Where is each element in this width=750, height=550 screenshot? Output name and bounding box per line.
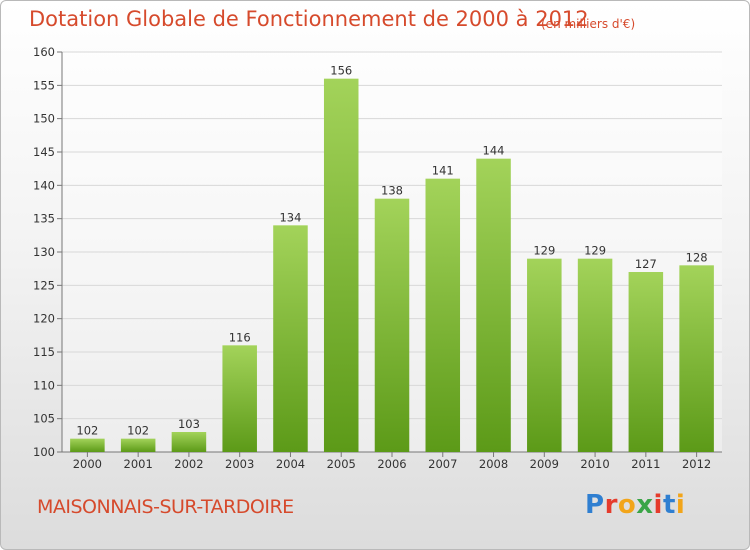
chart-title: Dotation Globale de Fonctionnement de 20… — [29, 7, 589, 31]
x-tick-label: 2012 — [682, 457, 711, 471]
logo-letter: t — [662, 490, 676, 520]
y-tick-label: 145 — [33, 145, 55, 159]
y-tick-label: 160 — [33, 45, 55, 59]
y-tick-label: 120 — [33, 312, 55, 326]
bar[interactable] — [323, 78, 359, 453]
bar-value-label: 102 — [76, 424, 98, 438]
x-tick-label: 2004 — [276, 457, 305, 471]
bar-value-label: 141 — [432, 164, 454, 178]
y-tick-label: 115 — [33, 345, 55, 359]
logo-letter: x — [636, 490, 654, 520]
bar-value-label: 138 — [381, 184, 403, 198]
x-tick-label: 2008 — [479, 457, 508, 471]
bar-value-label: 128 — [686, 250, 708, 264]
bar-value-label: 129 — [584, 244, 606, 258]
y-tick-label: 130 — [33, 245, 55, 259]
bar[interactable] — [374, 198, 410, 452]
bar[interactable] — [679, 265, 714, 452]
x-tick-label: 2000 — [73, 457, 102, 471]
bar[interactable] — [577, 258, 613, 452]
logo-letter: i — [675, 490, 686, 520]
x-tick-label: 2005 — [327, 457, 356, 471]
y-tick-label: 140 — [33, 178, 55, 192]
y-tick-label: 155 — [33, 78, 55, 92]
proxiti-logo[interactable]: Proxiti — [585, 490, 685, 520]
bar-value-label: 134 — [279, 210, 301, 224]
bar[interactable] — [425, 178, 461, 452]
y-tick-label: 100 — [33, 445, 55, 459]
bar-value-label: 127 — [635, 257, 657, 271]
bar-value-label: 116 — [229, 330, 251, 344]
bar-value-label: 103 — [178, 417, 200, 431]
bar[interactable] — [70, 438, 105, 452]
commune-name: MAISONNAIS-SUR-TARDOIRE — [37, 496, 294, 518]
x-tick-label: 2003 — [225, 457, 254, 471]
bar[interactable] — [527, 258, 562, 452]
x-tick-label: 2006 — [377, 457, 406, 471]
bar[interactable] — [120, 438, 156, 452]
logo-letter: i — [653, 490, 663, 520]
y-tick-label: 135 — [33, 212, 55, 226]
bar-value-label: 129 — [533, 244, 555, 258]
y-tick-label: 150 — [33, 112, 55, 126]
x-tick-label: 2010 — [580, 457, 609, 471]
bar-value-label: 102 — [127, 424, 149, 438]
chart-unit-label: (en milliers d'€) — [541, 17, 636, 31]
logo-letter: P — [585, 490, 605, 520]
logo-letter: o — [617, 490, 637, 520]
bar[interactable] — [171, 432, 207, 452]
x-tick-label: 2009 — [530, 457, 559, 471]
y-tick-label: 125 — [33, 278, 55, 292]
x-tick-label: 2001 — [124, 457, 153, 471]
bar-value-label: 156 — [330, 64, 352, 78]
bar-value-label: 144 — [483, 144, 505, 158]
bar[interactable] — [222, 345, 257, 452]
x-tick-label: 2007 — [428, 457, 457, 471]
bar[interactable] — [628, 272, 664, 452]
y-tick-label: 105 — [33, 412, 55, 426]
y-tick-label: 110 — [33, 378, 55, 392]
bar[interactable] — [273, 225, 308, 452]
bar[interactable] — [476, 158, 511, 452]
logo-letter: r — [604, 490, 618, 520]
x-tick-label: 2011 — [631, 457, 660, 471]
x-tick-label: 2002 — [174, 457, 203, 471]
